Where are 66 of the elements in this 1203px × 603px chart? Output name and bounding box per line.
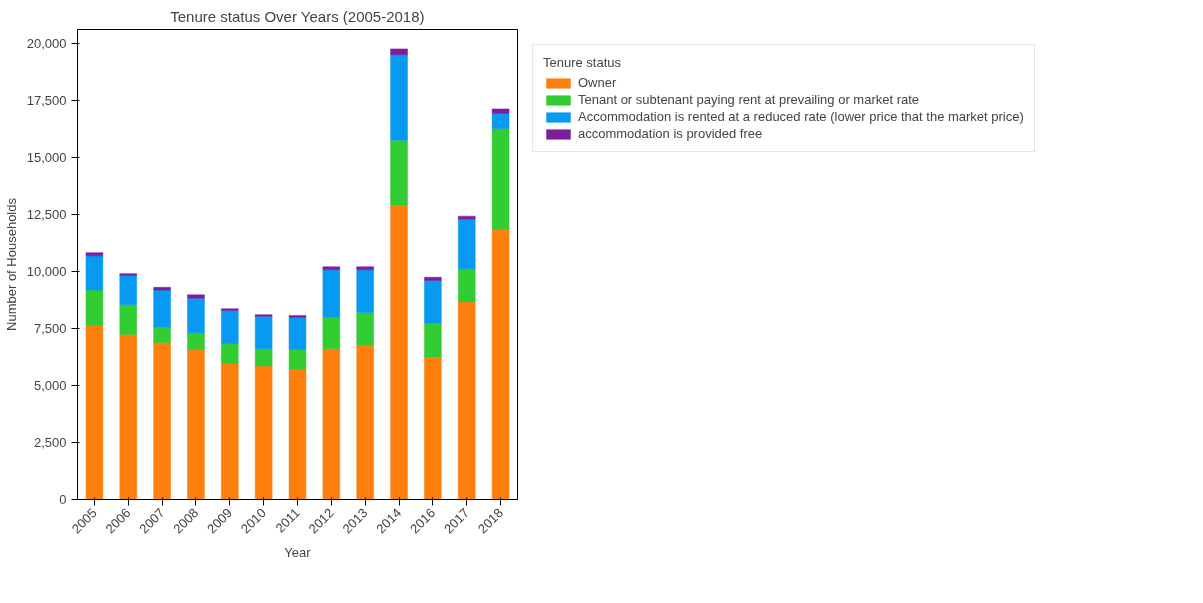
legend-label: accommodation is provided free [578, 126, 763, 141]
bar [187, 298, 205, 333]
bar [85, 289, 104, 326]
bar [424, 277, 442, 281]
bar [288, 368, 307, 500]
bar [153, 287, 171, 291]
bar [187, 349, 205, 500]
bar [153, 342, 171, 500]
bar [254, 316, 273, 349]
bar [119, 275, 137, 305]
bar [322, 317, 341, 349]
legend-title: Tenure status [543, 55, 623, 70]
bar [254, 365, 273, 500]
bar [390, 139, 408, 206]
bar [85, 325, 104, 500]
y-axis-title: Number of Households [3, 197, 19, 331]
bar [221, 343, 239, 364]
bar [390, 48, 408, 56]
bar [491, 108, 510, 114]
y-tick-label: 20,000 [26, 35, 67, 51]
bar [119, 304, 137, 335]
bar [356, 269, 374, 313]
bar [119, 334, 137, 500]
bar [221, 310, 239, 344]
bar [356, 266, 374, 270]
bar [424, 322, 442, 358]
bar [458, 215, 476, 220]
y-tick-label: 7,500 [33, 320, 67, 336]
y-tick-label: 10,000 [26, 263, 67, 279]
bar [288, 315, 307, 318]
bar [322, 266, 341, 270]
bar [390, 54, 408, 141]
legend-label: Tenant or subtenant paying rent at prevailing or market rate [578, 92, 920, 107]
bar [153, 326, 171, 343]
bar [491, 113, 510, 129]
legend-label: Owner [578, 75, 617, 90]
bar [390, 204, 408, 500]
bar [254, 348, 273, 367]
bar [322, 269, 341, 318]
y-tick-label: 0 [59, 492, 67, 507]
bar [288, 349, 307, 370]
bar [187, 294, 205, 299]
bar [458, 268, 476, 303]
bar [85, 255, 104, 291]
y-tick-label: 12,500 [26, 206, 67, 222]
legend-label: Accommodation is rented at a reduced rate (lower price that the market price) [578, 109, 1024, 124]
bar [187, 332, 205, 350]
bar [356, 345, 374, 500]
y-tick-label: 5,000 [33, 377, 67, 393]
bar [458, 218, 476, 270]
y-tick-label: 17,500 [26, 92, 67, 108]
bar [85, 252, 104, 257]
y-tick-label: 2,500 [33, 434, 67, 450]
bar [288, 317, 307, 350]
x-axis-title: Year [284, 545, 312, 561]
bar [491, 228, 510, 500]
bar [356, 312, 374, 346]
y-tick-label: 15,000 [26, 149, 67, 165]
bar [458, 301, 476, 500]
bar [424, 280, 442, 324]
bar [221, 362, 239, 500]
bar [153, 289, 171, 328]
bar [491, 128, 510, 230]
bar [322, 348, 341, 500]
chart-title: Tenure status Over Years (2005-2018) [170, 7, 425, 25]
bar [424, 356, 442, 500]
